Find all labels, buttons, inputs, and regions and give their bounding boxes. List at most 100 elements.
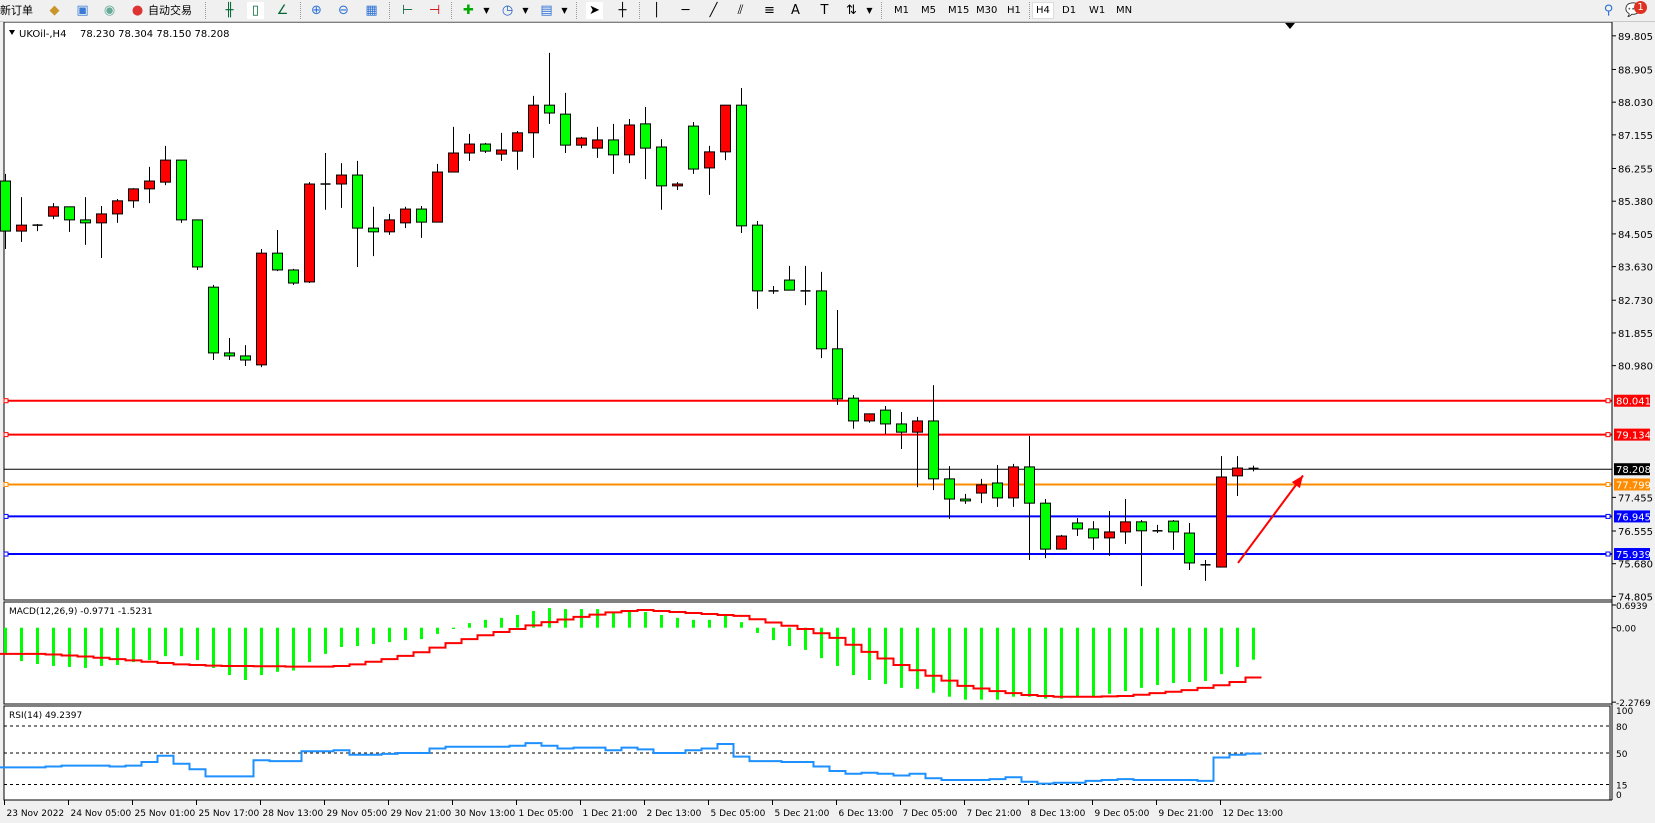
timeframe-m15[interactable]: M15 <box>948 5 970 16</box>
symbol-menu-icon[interactable] <box>9 30 15 35</box>
timeframe-m5[interactable]: M5 <box>921 5 936 16</box>
search-icon[interactable]: ⚲ <box>1603 3 1614 18</box>
timeframe-h4[interactable]: H4 <box>1032 2 1054 19</box>
macd-bar <box>676 617 679 628</box>
signals-icon[interactable]: ◉ <box>103 3 116 18</box>
macd-bar <box>964 627 967 700</box>
line-handle[interactable] <box>3 398 9 404</box>
metaeditor-icon[interactable]: ◆ <box>49 3 60 18</box>
timeframe-h1[interactable]: H1 <box>1007 5 1021 16</box>
candle-body <box>112 200 123 215</box>
chevron-down-icon[interactable]: ▼ <box>866 6 873 15</box>
line-handle[interactable] <box>1605 482 1611 488</box>
candle-body <box>944 478 955 500</box>
bar-chart-icon[interactable]: ╫ <box>225 3 234 18</box>
candle <box>624 118 635 164</box>
rsi-label: RSI(14) 49.2397 <box>9 711 82 721</box>
timeframe-mn[interactable]: MN <box>1116 5 1133 16</box>
candle <box>720 104 731 161</box>
trendline-icon[interactable]: ╱ <box>709 3 718 18</box>
timeframe-d1[interactable]: D1 <box>1062 5 1077 16</box>
toolbar-separator <box>451 2 453 19</box>
line-handle[interactable] <box>3 432 9 438</box>
vertical-line-icon[interactable]: │ <box>652 3 661 18</box>
line-chart-icon[interactable]: ∠ <box>276 3 289 18</box>
chart-shift-icon[interactable]: ⊣ <box>428 3 441 18</box>
candle-body <box>688 125 699 170</box>
crosshair-icon[interactable]: ┼ <box>618 3 627 18</box>
terminal-icon[interactable]: ▣ <box>76 3 89 18</box>
price-label-box <box>1614 510 1650 523</box>
timeframe-w1[interactable]: W1 <box>1089 5 1106 16</box>
text-icon[interactable]: A <box>791 3 800 18</box>
candle-body <box>704 151 715 169</box>
toolbar-separator <box>881 2 883 19</box>
periods-icon[interactable]: ◷ <box>501 3 514 18</box>
candle-body <box>496 149 507 155</box>
candle <box>784 265 795 291</box>
macd-bar <box>804 627 807 650</box>
horizontal-line-icon[interactable]: ─ <box>681 3 690 18</box>
equidistant-channel-icon[interactable]: ⫽ <box>737 3 744 18</box>
text-label-icon[interactable]: T <box>820 3 829 18</box>
notification-badge[interactable]: 1 <box>1634 1 1647 14</box>
tile-windows-icon[interactable]: ▦ <box>365 3 378 18</box>
macd-axis: 0.6939 0.00 -2.2769 <box>1612 602 1651 709</box>
candle-body <box>1232 467 1243 477</box>
candle <box>448 126 459 173</box>
candle-body <box>448 152 459 173</box>
symbol-label: UKOil-,H4 <box>19 29 66 40</box>
price-line-label: 80.041 <box>1616 397 1651 408</box>
zoom-out-icon[interactable]: ⊖ <box>338 3 349 18</box>
candle-body <box>1120 521 1131 533</box>
macd-bar <box>1140 627 1143 688</box>
macd-bar <box>164 627 167 657</box>
chevron-down-icon[interactable]: ▼ <box>522 6 529 15</box>
line-handle[interactable] <box>1605 398 1611 404</box>
candlestick-icon[interactable]: ▯ <box>247 2 264 19</box>
line-handle[interactable] <box>1605 513 1611 519</box>
new-order-button[interactable]: 新订单 <box>0 4 33 17</box>
chart-plot-area <box>4 22 1612 800</box>
candle <box>272 229 283 272</box>
autoscroll-icon[interactable]: ⊢ <box>401 3 414 18</box>
chevron-down-icon[interactable]: ▼ <box>483 6 490 15</box>
candle <box>1152 524 1163 534</box>
timeframe-m30[interactable]: M30 <box>976 5 998 16</box>
candle <box>1072 518 1083 537</box>
macd-bar <box>148 627 151 661</box>
auto-trading-button[interactable]: 自动交易 <box>148 4 192 17</box>
timeframe-m1[interactable]: M1 <box>894 5 909 16</box>
time-tick-label: 12 Dec 13:00 <box>1223 809 1284 819</box>
candle-body <box>416 208 427 223</box>
line-handle[interactable] <box>1605 432 1611 438</box>
candle <box>32 223 43 232</box>
candle <box>832 309 843 405</box>
line-handle[interactable] <box>3 513 9 519</box>
cursor-icon[interactable]: ➤ <box>586 2 603 19</box>
price-line-label: 75.939 <box>1616 550 1651 561</box>
candle-body <box>1040 502 1051 550</box>
chart-shift-marker-icon[interactable] <box>1285 23 1295 29</box>
line-handle[interactable] <box>1605 551 1611 557</box>
candle <box>144 166 155 204</box>
auto-trading-icon[interactable]: ● <box>131 3 144 18</box>
line-handle[interactable] <box>3 482 9 488</box>
templates-icon[interactable]: ▤ <box>540 3 553 18</box>
chevron-down-icon[interactable]: ▼ <box>561 6 568 15</box>
indicators-icon[interactable]: ✚ <box>463 3 474 18</box>
candle-body <box>528 104 539 134</box>
macd-bar <box>1188 627 1191 682</box>
chart-window[interactable]: UKOil-,H4 78.230 78.304 78.150 78.208 89… <box>0 22 1655 823</box>
line-handle[interactable] <box>3 551 9 557</box>
candle <box>320 152 331 210</box>
candle-body <box>352 174 363 229</box>
arrows-icon[interactable]: ⇅ <box>846 3 857 18</box>
trend-arrow[interactable] <box>1237 474 1304 564</box>
candle-body <box>96 213 107 224</box>
price-line-label: 79.134 <box>1616 431 1651 442</box>
candle-body <box>672 183 683 187</box>
fibonacci-icon[interactable]: ≡ <box>764 3 775 18</box>
zoom-in-icon[interactable]: ⊕ <box>311 3 322 18</box>
candle <box>416 206 427 238</box>
